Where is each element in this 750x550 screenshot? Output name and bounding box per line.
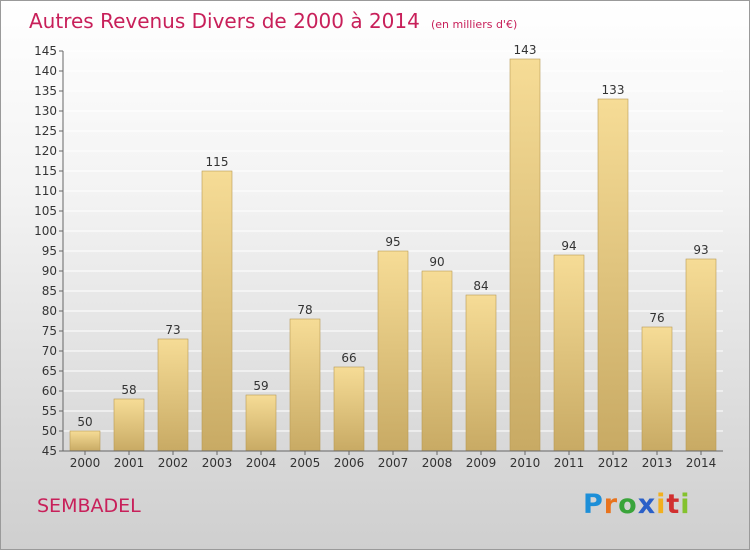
logo-letter: P <box>583 489 604 520</box>
y-tick-label: 70 <box>42 344 57 358</box>
x-tick-label: 2001 <box>114 456 145 470</box>
bar-value-label: 66 <box>341 351 356 365</box>
bars <box>69 58 717 452</box>
logo-letter: x <box>637 489 657 520</box>
chart-title: Autres Revenus Divers de 2000 à 2014 (en… <box>29 9 517 33</box>
bar-value-label: 90 <box>429 255 444 269</box>
title-unit: (en milliers d'€) <box>430 18 518 31</box>
y-tick-label: 50 <box>42 424 57 438</box>
bar-value-label: 143 <box>514 43 537 57</box>
logo-letter: i <box>680 489 691 520</box>
bar-value-label: 58 <box>121 383 136 397</box>
bar <box>465 294 497 452</box>
bar <box>245 394 277 452</box>
y-tick-label: 85 <box>42 284 57 298</box>
bar <box>201 170 233 452</box>
bar-value-label: 84 <box>473 279 488 293</box>
x-tick-label: 2005 <box>290 456 321 470</box>
bar <box>641 326 673 452</box>
x-tick-label: 2008 <box>422 456 453 470</box>
x-tick-label: 2013 <box>642 456 673 470</box>
y-tick-label: 120 <box>34 144 57 158</box>
y-tick-label: 45 <box>42 444 57 458</box>
logo-letter: r <box>603 489 619 520</box>
bar <box>69 430 101 452</box>
bar-value-label: 50 <box>77 415 92 429</box>
x-tick-label: 2012 <box>598 456 629 470</box>
logo-letter: i <box>656 489 667 520</box>
bar-value-label: 95 <box>385 235 400 249</box>
axes: 45 50 55 60 65 70 75 80 85 90 95 100 105 110 115 120 125… <box>34 44 723 470</box>
x-tick-label: 2004 <box>246 456 277 470</box>
bar <box>597 98 629 452</box>
title-main: Autres Revenus Divers de 2000 à 2014 <box>29 9 420 33</box>
y-tick-label: 105 <box>34 204 57 218</box>
y-tick-label: 65 <box>42 364 57 378</box>
proxiti-logo[interactable]: Proxiti <box>583 489 691 520</box>
y-tick-label: 110 <box>34 184 57 198</box>
bar <box>377 250 409 452</box>
x-tick-label: 2009 <box>466 456 497 470</box>
bar <box>421 270 453 452</box>
bar <box>509 58 541 452</box>
y-tick-label: 125 <box>34 124 57 138</box>
x-tick-label: 2000 <box>70 456 101 470</box>
bar-value-label: 76 <box>649 311 664 325</box>
data-labels: 50 58 73 115 59 78 66 95 90 84 143 94 133 76 93 <box>77 43 708 429</box>
logo-letter: t <box>666 489 681 520</box>
x-tick-label: 2007 <box>378 456 409 470</box>
bar <box>685 258 717 452</box>
bar <box>157 338 189 452</box>
logo-letter: o <box>618 489 638 520</box>
y-tick-label: 90 <box>42 264 57 278</box>
commune-name: SEMBADEL <box>37 495 141 517</box>
x-tick-label: 2010 <box>510 456 541 470</box>
x-tick-label: 2003 <box>202 456 233 470</box>
bar-value-label: 133 <box>602 83 625 97</box>
y-tick-label: 130 <box>34 104 57 118</box>
bar <box>553 254 585 452</box>
bar <box>333 366 365 452</box>
y-tick-label: 115 <box>34 164 57 178</box>
bar-value-label: 115 <box>206 155 229 169</box>
bar-value-label: 93 <box>693 243 708 257</box>
bar <box>113 398 145 452</box>
bar-value-label: 73 <box>165 323 180 337</box>
bar-value-label: 94 <box>561 239 576 253</box>
y-tick-label: 100 <box>34 224 57 238</box>
x-tick-label: 2006 <box>334 456 365 470</box>
x-tick-label: 2002 <box>158 456 189 470</box>
y-tick-label: 80 <box>42 304 57 318</box>
y-tick-label: 75 <box>42 324 57 338</box>
y-tick-label: 60 <box>42 384 57 398</box>
y-tick-label: 140 <box>34 64 57 78</box>
y-tick-label: 55 <box>42 404 57 418</box>
y-tick-label: 145 <box>34 44 57 58</box>
bar <box>289 318 321 452</box>
bar-value-label: 59 <box>253 379 268 393</box>
y-tick-label: 95 <box>42 244 57 258</box>
y-tick-label: 135 <box>34 84 57 98</box>
x-tick-label: 2011 <box>554 456 585 470</box>
x-tick-label: 2014 <box>686 456 717 470</box>
bar-value-label: 78 <box>297 303 312 317</box>
